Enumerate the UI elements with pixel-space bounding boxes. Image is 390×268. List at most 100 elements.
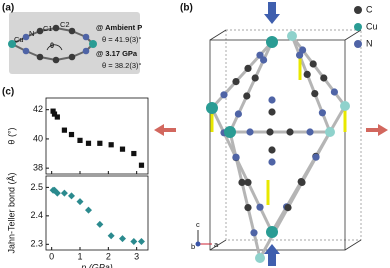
panel-label: (a) <box>2 3 14 14</box>
atom <box>306 128 314 136</box>
atom-label: Cu <box>14 35 24 44</box>
pressure-arrow <box>264 244 280 266</box>
y-tick-label: 2.4 <box>30 210 43 220</box>
pressure-arrow <box>366 124 388 136</box>
atom <box>52 56 60 64</box>
point <box>51 111 58 117</box>
axis-name: a <box>214 240 219 249</box>
point <box>85 206 92 214</box>
rod <box>228 131 262 259</box>
atom <box>268 158 276 166</box>
atom <box>52 24 60 32</box>
atom <box>286 128 294 136</box>
point <box>96 220 104 228</box>
x-tick-label: 1 <box>77 251 82 261</box>
atom <box>36 53 44 61</box>
cu-atom <box>340 101 350 111</box>
atom <box>232 78 240 86</box>
axis-name: b <box>191 242 195 251</box>
x-tick-label: 3 <box>134 251 139 261</box>
atom <box>244 178 252 186</box>
atom <box>82 33 90 41</box>
molecule <box>8 24 97 64</box>
point <box>85 140 92 146</box>
atom <box>309 60 317 68</box>
atom-label: N <box>29 29 34 38</box>
panel-label: (c) <box>2 87 14 98</box>
point <box>68 131 75 138</box>
y-tick-label: 38 <box>33 163 43 173</box>
y-tick-label: 42 <box>33 104 43 114</box>
plot-frame <box>45 97 149 175</box>
cu-atom <box>266 226 278 238</box>
point <box>50 108 56 114</box>
point <box>97 140 103 146</box>
point <box>77 137 83 143</box>
legend-swatch <box>354 6 362 14</box>
atom <box>220 91 228 99</box>
atom <box>330 88 338 96</box>
atom <box>238 178 246 186</box>
angle-value: θ = 38.2(3)° <box>102 61 141 70</box>
x-axis-label: p (GPa) <box>80 262 113 268</box>
angle-value: θ = 41.9(3)° <box>102 35 141 44</box>
axis-name: c <box>196 220 200 229</box>
atom <box>89 40 97 48</box>
y-tick-label: 2.5 <box>30 182 43 192</box>
point <box>60 189 68 197</box>
cu-atom <box>206 102 218 114</box>
point <box>54 114 60 120</box>
atom <box>268 146 276 154</box>
atom <box>268 108 276 116</box>
angle-label: θ <box>50 41 54 50</box>
atom <box>312 153 320 161</box>
point <box>53 189 61 197</box>
atom <box>318 109 326 117</box>
cu-atom <box>266 36 278 48</box>
cu-atom <box>224 126 236 138</box>
point <box>76 198 84 206</box>
atom <box>244 204 252 212</box>
plot-frame <box>45 175 149 251</box>
atom-label: C1 <box>43 24 53 33</box>
point <box>138 162 145 168</box>
atom <box>68 27 76 35</box>
rod <box>228 41 274 133</box>
cell-edge <box>344 29 362 41</box>
atom <box>268 96 276 104</box>
atom <box>260 56 268 64</box>
legend-label: C <box>366 4 373 14</box>
legend-swatch <box>354 23 362 31</box>
point <box>107 232 115 240</box>
point <box>137 237 145 245</box>
atom <box>251 74 259 82</box>
x-tick-label: 2 <box>106 251 111 261</box>
cell-edge <box>209 29 227 41</box>
atom <box>82 47 90 55</box>
atom <box>299 46 307 54</box>
y-tick-label: 2.3 <box>30 239 43 249</box>
cu-atom <box>287 31 297 41</box>
rod <box>210 107 274 233</box>
atom <box>22 47 30 55</box>
atom <box>256 203 264 211</box>
atom <box>22 33 30 41</box>
atom <box>303 70 311 78</box>
legend-swatch <box>354 40 362 48</box>
rod <box>290 35 332 133</box>
y-axis-label: θ (°) <box>6 127 16 144</box>
point <box>108 142 114 148</box>
atom <box>8 40 16 48</box>
atom <box>36 27 44 35</box>
point <box>119 235 126 243</box>
condition: @ Ambient P <box>96 23 142 32</box>
x-tick-label: 0 <box>49 251 54 261</box>
cell-edge <box>209 239 227 251</box>
atom <box>68 53 76 61</box>
atom <box>232 153 240 161</box>
point <box>130 237 138 245</box>
axis-dot <box>195 241 201 247</box>
atom <box>246 128 254 136</box>
rod <box>210 40 274 110</box>
